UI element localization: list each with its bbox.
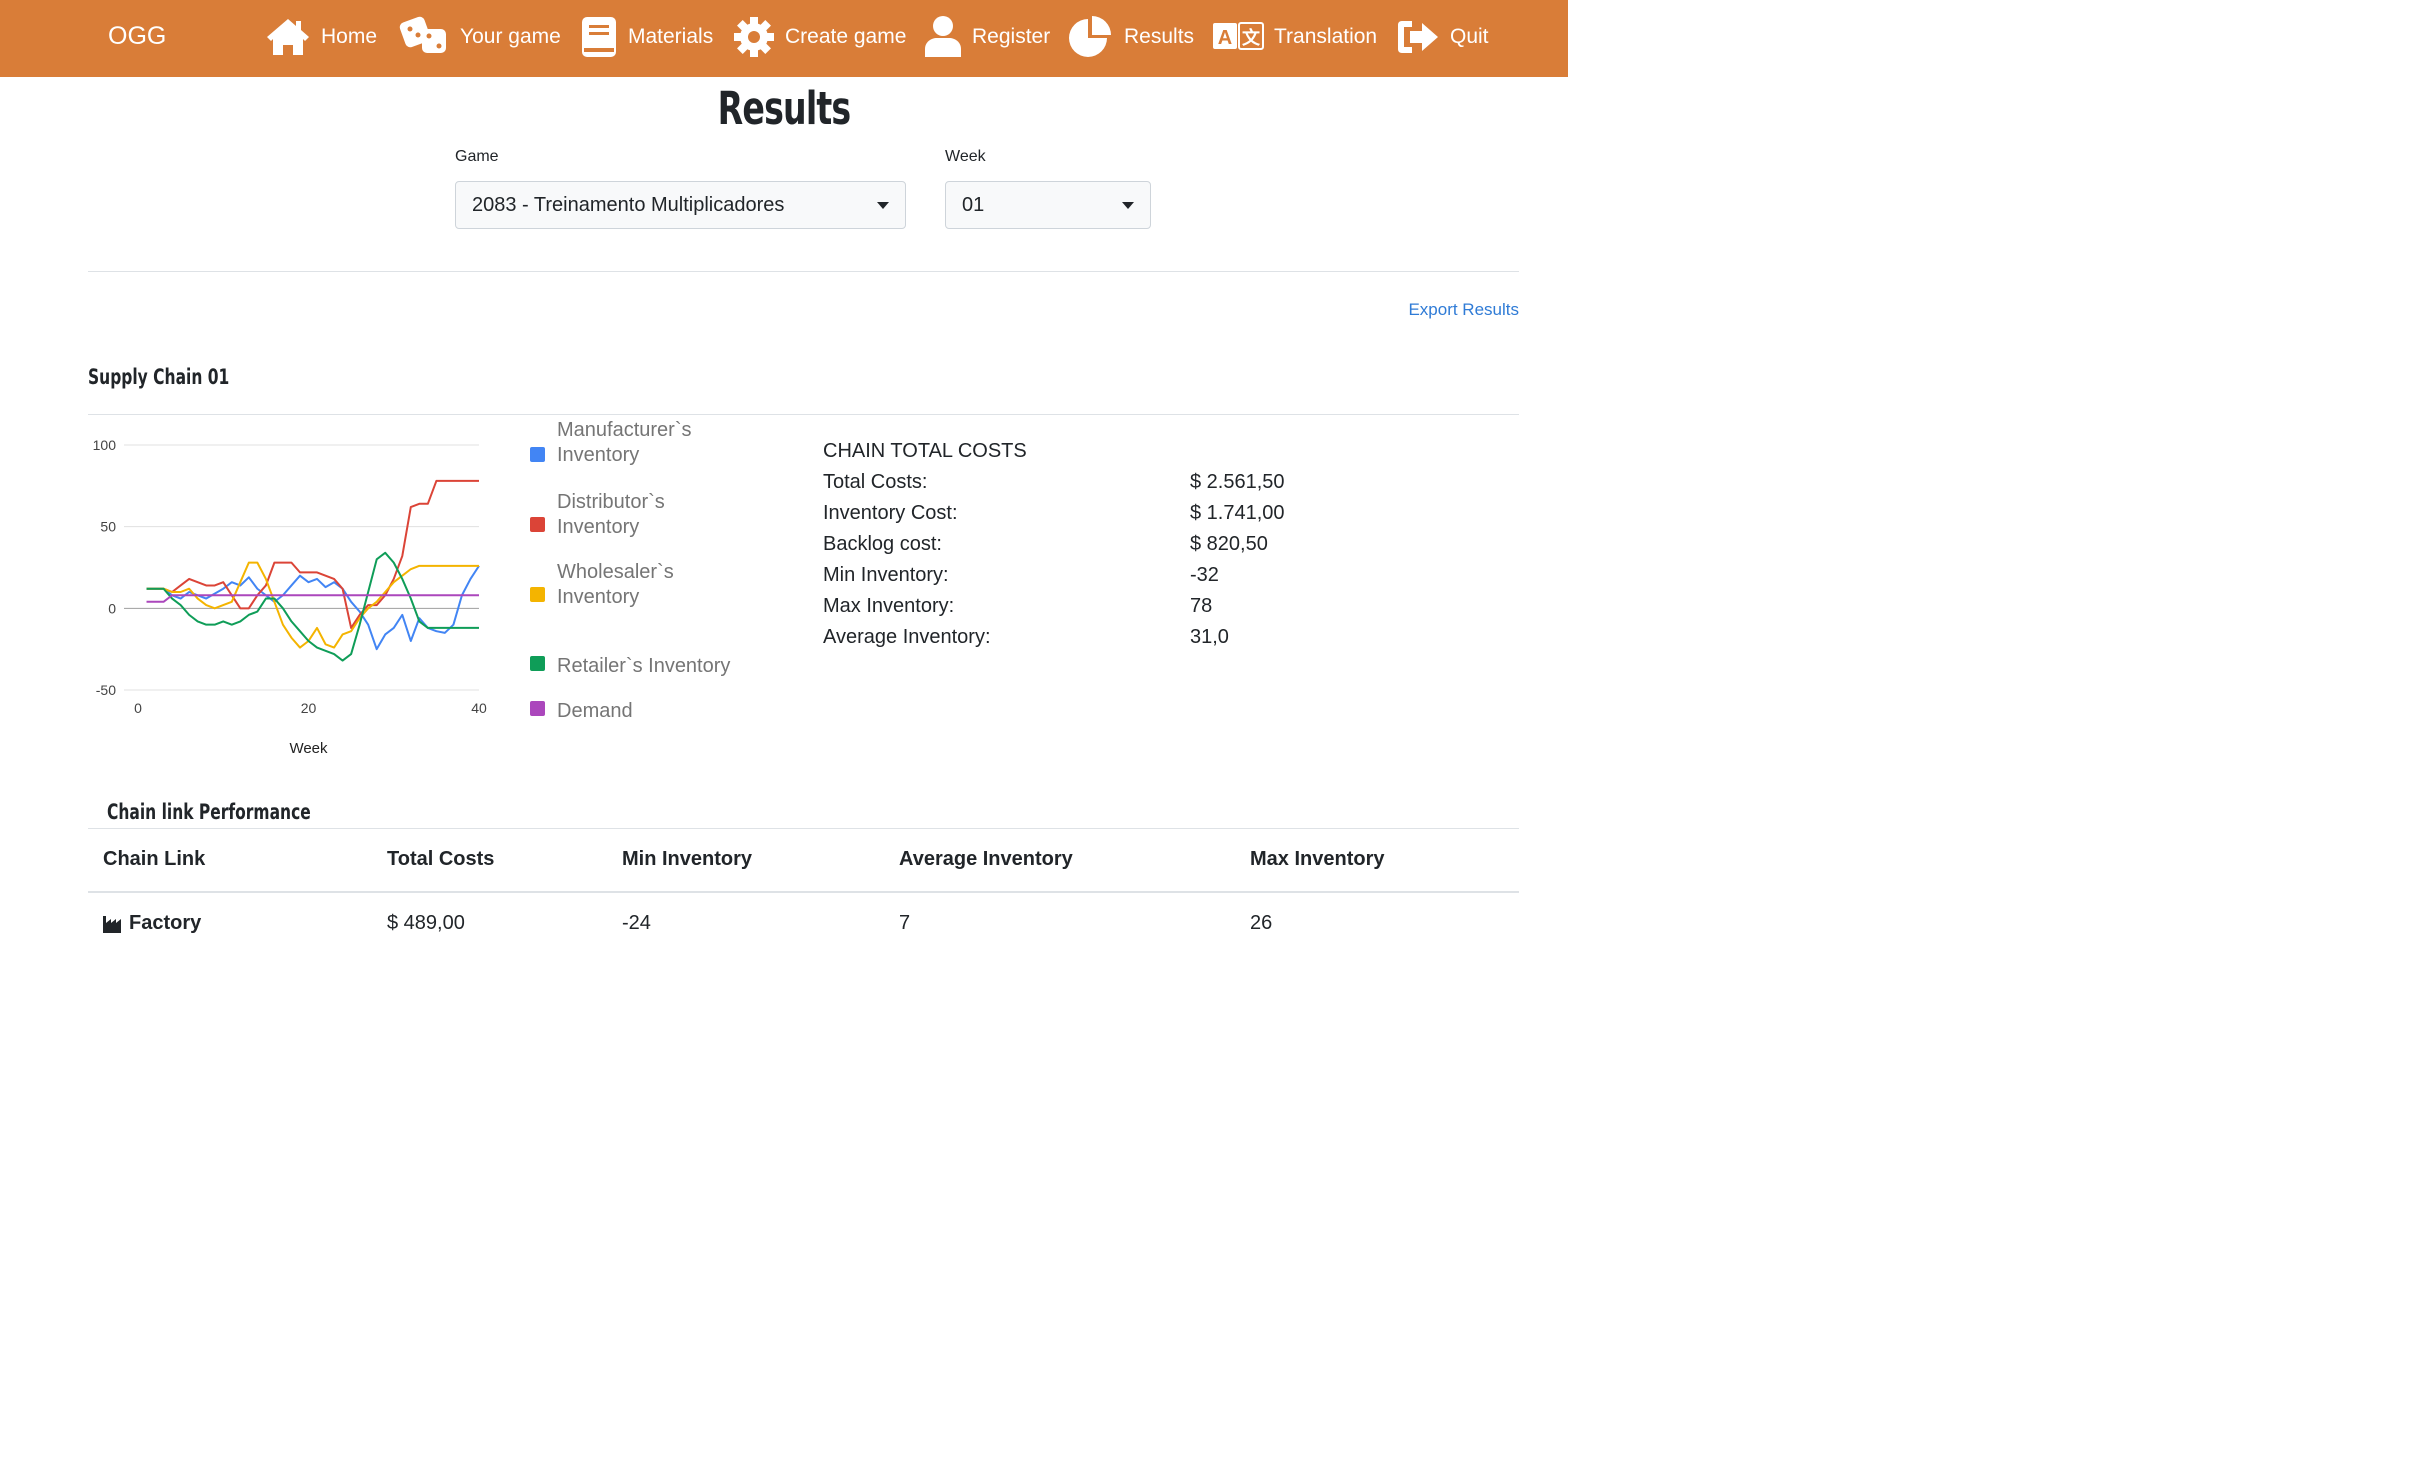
- column-header[interactable]: Chain Link: [103, 848, 206, 870]
- pie-chart-icon: [1068, 15, 1114, 59]
- nav-materials-label: Materials: [628, 25, 714, 48]
- total-costs-cell: $ 489,00: [387, 912, 465, 934]
- legend-label: Retailer`s Inventory: [557, 655, 731, 677]
- week-select-value: 01: [962, 193, 985, 216]
- home-icon: [265, 17, 311, 57]
- legend-swatch: [530, 517, 545, 532]
- cost-label: Min Inventory:: [823, 564, 949, 586]
- cost-label: Inventory Cost:: [823, 502, 958, 524]
- game-label: Game: [455, 148, 499, 165]
- nav-results[interactable]: Results: [1068, 12, 1194, 62]
- svg-text:文: 文: [1242, 27, 1261, 49]
- legend-label: Demand: [557, 700, 633, 722]
- user-icon: [924, 15, 962, 59]
- cost-value: $ 1.741,00: [1190, 502, 1285, 524]
- factory-icon: [103, 915, 123, 933]
- cost-value: $ 820,50: [1190, 533, 1268, 555]
- top-navbar: OGG Home Your game Materials: [0, 0, 1568, 77]
- dice-icon: [398, 15, 450, 59]
- avg-inventory-cell: 7: [899, 912, 911, 934]
- legend-swatch: [530, 656, 545, 671]
- game-select-value: 2083 - Treinamento Multiplicadores: [472, 193, 785, 216]
- y-tick-label: 100: [93, 437, 117, 453]
- column-header[interactable]: Average Inventory: [899, 848, 1073, 870]
- x-tick-label: 40: [471, 700, 487, 716]
- gear-icon: [733, 16, 775, 58]
- chain-link-cell: Factory: [103, 912, 201, 935]
- legend-label: Wholesaler`s Inventory: [557, 561, 674, 608]
- nav-translation-label: Translation: [1274, 25, 1378, 48]
- inventory-line-chart: 100 50 0 -50 0 20 40 Week: [93, 437, 487, 757]
- legend-item-distributor[interactable]: Distributor`s Inventory: [530, 490, 747, 540]
- legend-item-manufacturer[interactable]: Manufacturer`s Inventory: [530, 420, 747, 468]
- column-header[interactable]: Total Costs: [387, 848, 495, 870]
- week-label: Week: [945, 148, 986, 165]
- nav-translation[interactable]: A 文 Translation: [1212, 12, 1377, 62]
- game-select[interactable]: 2083 - Treinamento Multiplicadores: [455, 181, 906, 229]
- chevron-down-icon: [1122, 202, 1134, 209]
- x-tick-label: 20: [301, 700, 317, 716]
- nav-your-game[interactable]: Your game: [398, 12, 561, 62]
- legend-swatch: [530, 447, 545, 462]
- cost-label: Backlog cost:: [823, 533, 942, 555]
- series-line-3: [146, 551, 479, 662]
- chain-link-name: Factory: [129, 912, 202, 934]
- legend-label: Distributor`s Inventory: [557, 491, 665, 538]
- nav-create-game[interactable]: Create game: [733, 12, 906, 62]
- cost-label: Average Inventory:: [823, 626, 991, 648]
- cost-value: 31,0: [1190, 626, 1229, 648]
- supply-chain-title: Supply Chain 01: [88, 365, 230, 389]
- x-axis-label: Week: [289, 740, 328, 757]
- cost-label: Max Inventory:: [823, 595, 955, 617]
- nav-quit-label: Quit: [1450, 25, 1489, 48]
- nav-register-label: Register: [972, 25, 1051, 48]
- table-header-divider: [88, 891, 1519, 893]
- book-icon: [580, 15, 618, 59]
- nav-materials[interactable]: Materials: [580, 12, 713, 62]
- svg-text:A: A: [1218, 27, 1232, 49]
- y-tick-label: -50: [96, 682, 116, 698]
- series-line-4: [146, 594, 479, 603]
- chevron-down-icon: [877, 202, 889, 209]
- nav-quit[interactable]: Quit: [1396, 12, 1489, 62]
- cost-value: 78: [1190, 595, 1213, 617]
- divider: [88, 414, 1519, 415]
- cost-value: -32: [1190, 564, 1219, 586]
- brand-logo[interactable]: OGG: [108, 22, 167, 50]
- series-line-2: [146, 561, 479, 649]
- page-title: Results: [717, 82, 852, 135]
- export-results-link[interactable]: Export Results: [1408, 300, 1519, 319]
- max-inventory-cell: 26: [1250, 912, 1273, 934]
- column-header[interactable]: Min Inventory: [622, 848, 753, 870]
- chain-total-costs-heading: CHAIN TOTAL COSTS: [823, 440, 1027, 462]
- week-select[interactable]: 01: [945, 181, 1151, 229]
- min-inventory-cell: -24: [622, 912, 651, 934]
- legend-swatch: [530, 587, 545, 602]
- legend-swatch: [530, 701, 545, 716]
- nav-your-game-label: Your game: [460, 25, 561, 48]
- chain-link-performance-title: Chain link Performance: [107, 800, 311, 824]
- divider: [88, 828, 1519, 829]
- y-tick-label: 0: [108, 600, 116, 616]
- nav-register[interactable]: Register: [924, 12, 1050, 62]
- legend-label: Manufacturer`s Inventory: [557, 420, 692, 466]
- legend-item-wholesaler[interactable]: Wholesaler`s Inventory: [530, 560, 747, 610]
- cost-value: $ 2.561,50: [1190, 471, 1285, 493]
- legend-item-demand[interactable]: Demand: [530, 699, 747, 724]
- nav-create-game-label: Create game: [785, 25, 907, 48]
- column-header[interactable]: Max Inventory: [1250, 848, 1385, 870]
- nav-home-label: Home: [321, 25, 378, 48]
- nav-results-label: Results: [1124, 25, 1195, 48]
- y-tick-label: 50: [100, 519, 116, 535]
- divider: [88, 271, 1519, 272]
- cost-label: Total Costs:: [823, 471, 928, 493]
- nav-home[interactable]: Home: [265, 12, 377, 62]
- series-line-0: [146, 565, 480, 651]
- legend-item-retailer[interactable]: Retailer`s Inventory: [530, 654, 777, 679]
- x-tick-label: 0: [134, 700, 142, 716]
- sign-out-icon: [1396, 17, 1440, 57]
- series-line-1: [146, 479, 479, 629]
- translate-icon: A 文: [1212, 22, 1264, 52]
